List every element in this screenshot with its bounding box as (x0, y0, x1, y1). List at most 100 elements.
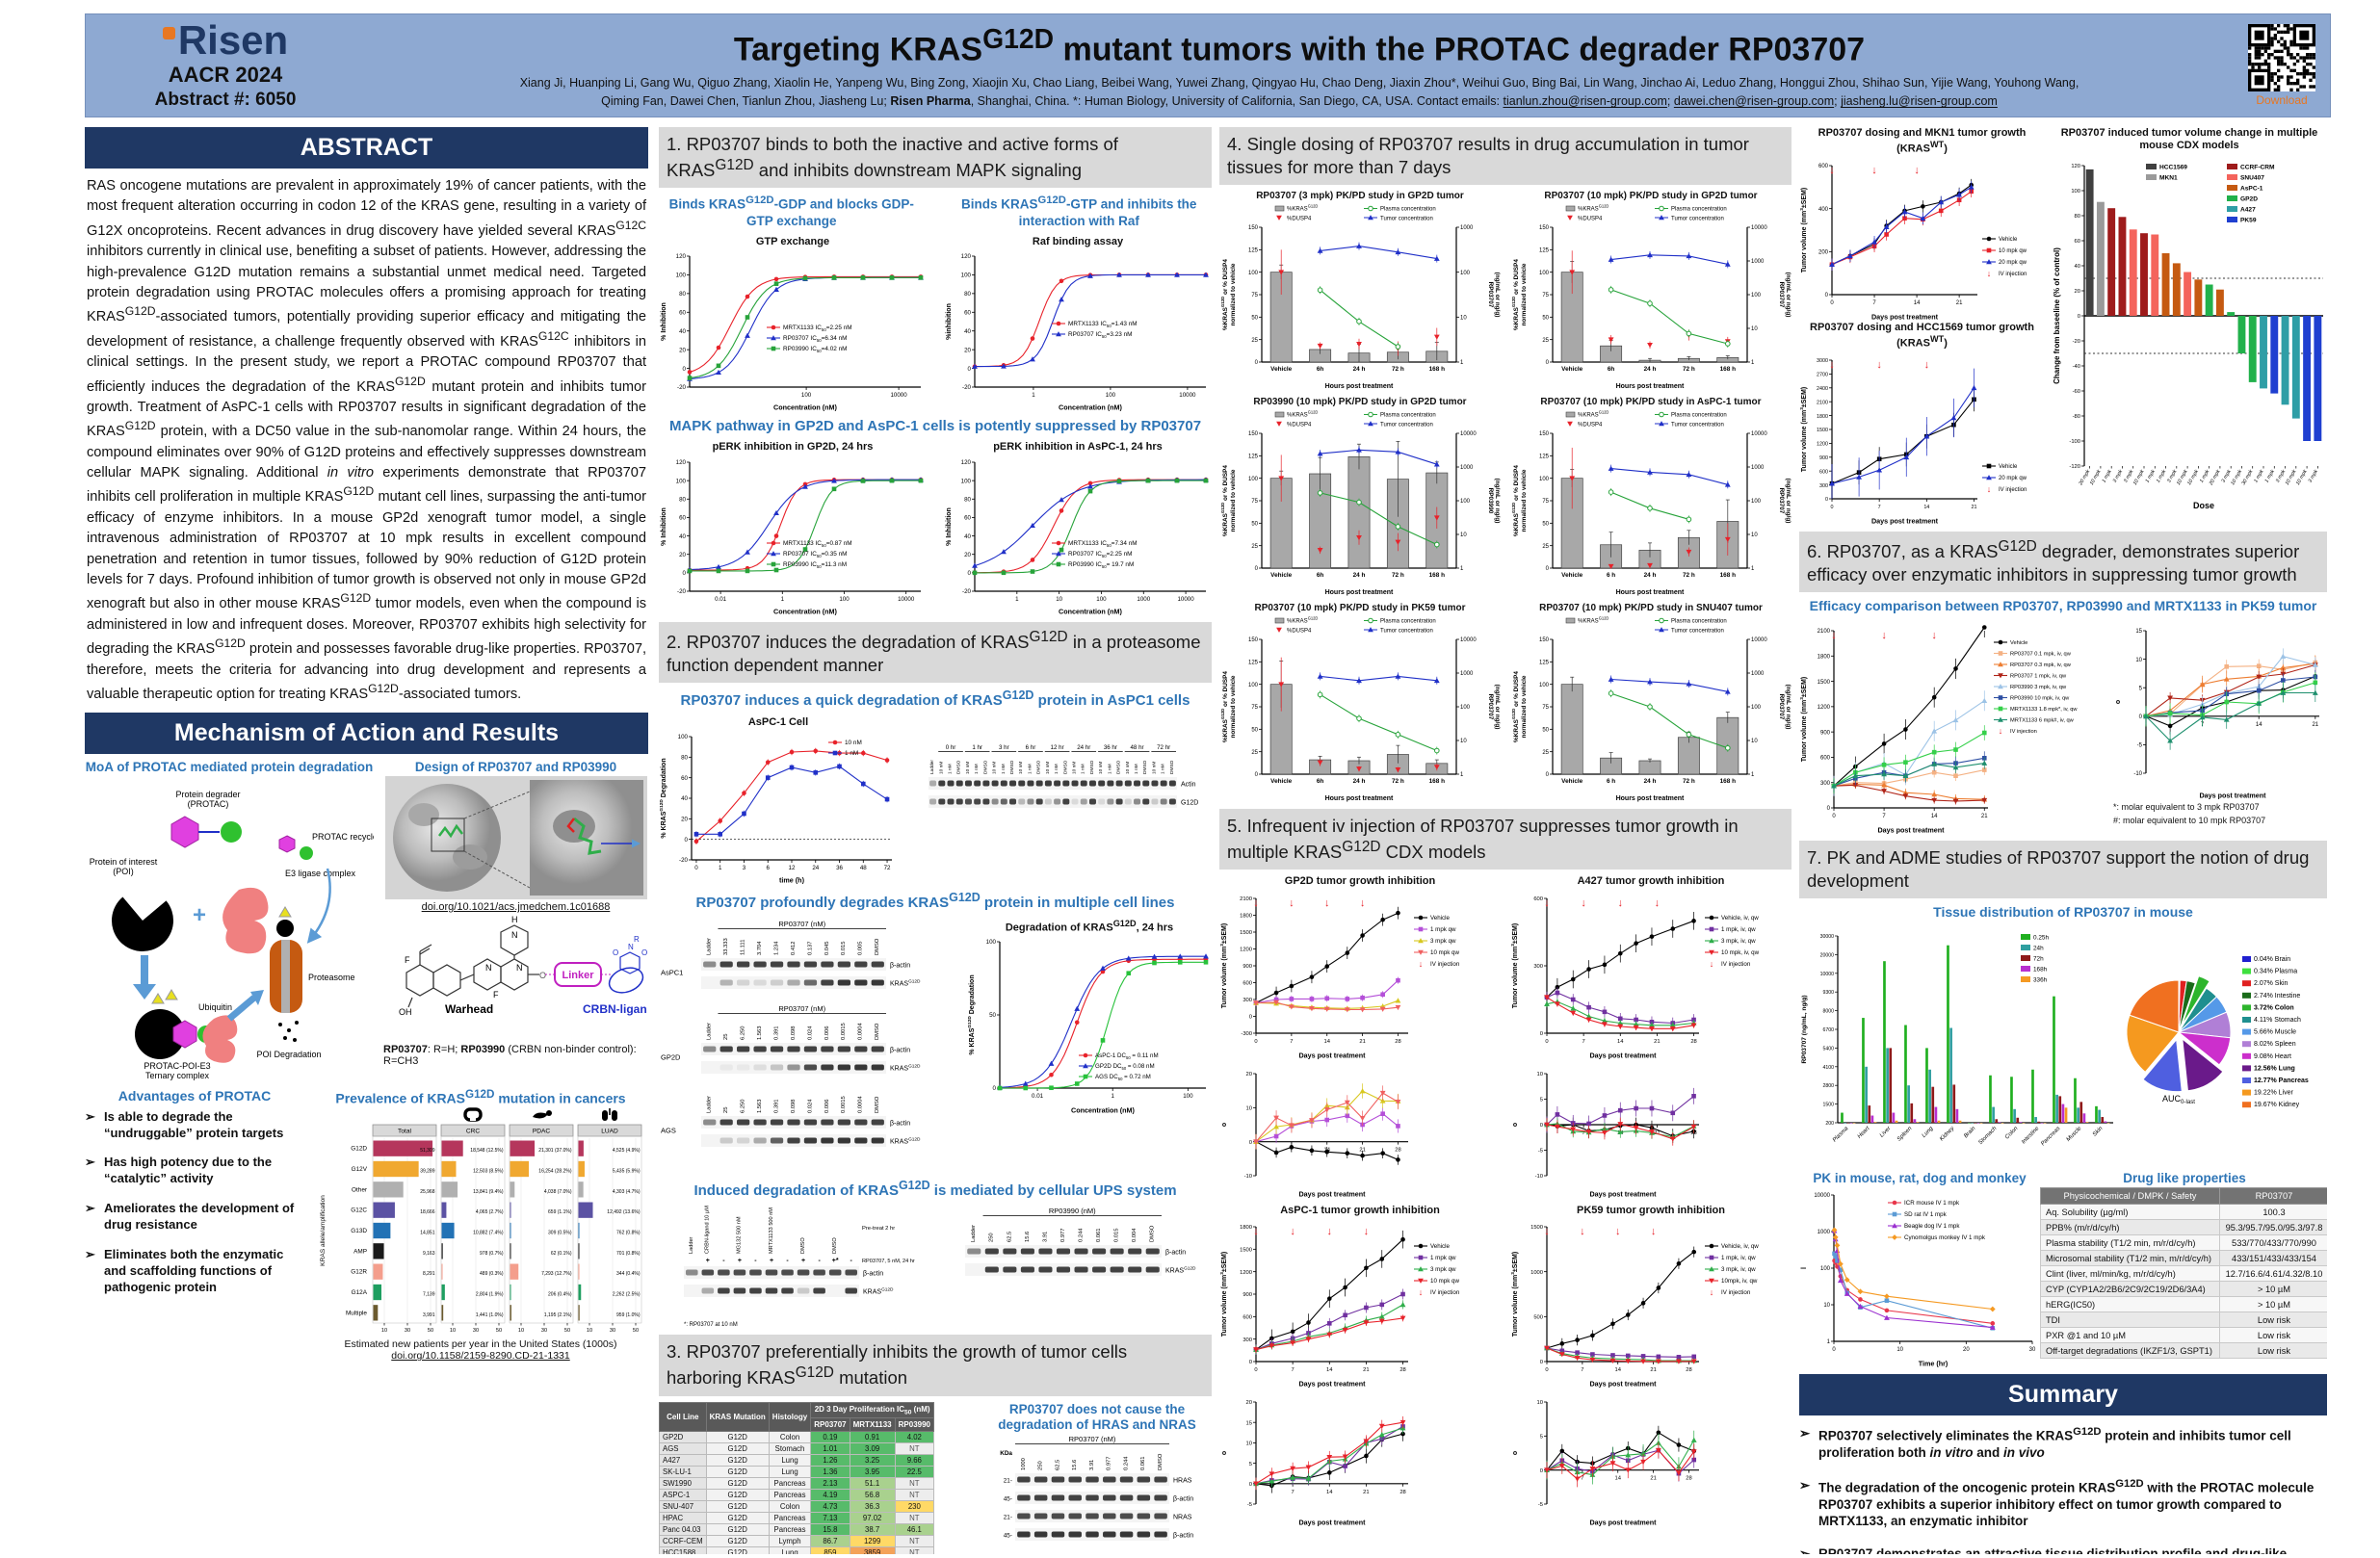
svg-text:14: 14 (1617, 1039, 1624, 1045)
svg-text:15.6: 15.6 (1025, 1232, 1031, 1242)
svg-text:20: 20 (681, 816, 688, 822)
svg-text:8.02% Spleen: 8.02% Spleen (2254, 1042, 2296, 1049)
svg-text:0.0015: 0.0015 (841, 1023, 847, 1040)
svg-text:50: 50 (1542, 728, 1549, 734)
svg-text:KRAS allele/amplification: KRAS allele/amplification (320, 1195, 327, 1266)
svg-text:100: 100 (801, 392, 812, 399)
svg-text:60: 60 (2075, 240, 2080, 246)
svg-text:30: 30 (405, 1328, 410, 1334)
svg-text:1000: 1000 (1460, 225, 1474, 231)
svg-text:15: 15 (1246, 1420, 1252, 1426)
advantage-item: Ameliorates the development of drug resi… (85, 1201, 304, 1233)
svg-text:-20: -20 (677, 588, 687, 595)
svg-text:100: 100 (961, 272, 972, 278)
logo-text: Risen (177, 17, 289, 63)
summary-item: RP03707 demonstrates an attractive tissu… (1799, 1545, 2327, 1554)
svg-text:ICR mouse IV 1 mpk: ICR mouse IV 1 mpk (1904, 1200, 1960, 1207)
design-doi-link[interactable]: doi.org/10.1021/acs.jmedchem.1c01688 (421, 901, 611, 914)
svg-text:4100: 4100 (1822, 1065, 1834, 1071)
svg-text:-20: -20 (962, 588, 972, 595)
svg-text:G12V: G12V (352, 1166, 368, 1173)
svg-text:KRASG12D: KRASG12D (1165, 1266, 1196, 1275)
svg-text:Concentration (nM): Concentration (nM) (773, 607, 837, 615)
svg-text:28: 28 (1395, 1039, 1400, 1045)
svg-text:Tumor concentration: Tumor concentration (1671, 423, 1724, 428)
svg-text:Ternary complex: Ternary complex (145, 1071, 210, 1080)
svg-text:0: 0 (1545, 1367, 1548, 1373)
svg-text:IV injection: IV injection (1999, 487, 2027, 493)
svg-text:Multiple: Multiple (346, 1311, 367, 1317)
svg-text:Plasma concentration: Plasma concentration (1380, 413, 1436, 419)
svg-text:MRTX1133 IC50=0.87 nM: MRTX1133 IC50=0.87 nM (783, 540, 852, 548)
svg-text:Brain: Brain (1963, 1126, 1977, 1140)
svg-text:MG132 500 nM: MG132 500 nM (737, 1216, 743, 1254)
svg-text:300: 300 (1242, 1337, 1252, 1343)
svg-text:O: O (539, 971, 546, 980)
svg-text:-: - (786, 1258, 789, 1264)
svg-text:Tumor concentration: Tumor concentration (1380, 217, 1433, 222)
svg-text:Tumor volume (mm3±SEM): Tumor volume (mm3±SEM) (1799, 188, 1808, 273)
svg-text:9,163: 9,163 (423, 1251, 435, 1257)
svg-text:(ng/mL or ng/g): (ng/mL or ng/g) (1494, 273, 1501, 318)
svg-text:RP03990: RP03990 (1487, 488, 1494, 514)
svg-text:normalized to vehicle: normalized to vehicle (1230, 263, 1237, 325)
svg-text:168 h: 168 h (1720, 572, 1736, 579)
svg-text:+: + (801, 1258, 805, 1264)
svg-text:80: 80 (679, 291, 686, 298)
svg-text:1500: 1500 (1822, 1103, 1834, 1108)
prevalence-doi-link[interactable]: doi.org/10.1158/2159-8290.CD-21-1331 (391, 1350, 570, 1363)
svg-text:3 mpk qw: 3 mpk qw (1430, 938, 1456, 945)
cdx-title-2: mouse CDX models (2139, 140, 2239, 152)
svg-text:5400: 5400 (1822, 1047, 1834, 1052)
svg-text:344 (0.4%): 344 (0.4%) (616, 1271, 641, 1277)
svg-text:Plasma concentration: Plasma concentration (1380, 619, 1436, 625)
svg-text:10: 10 (1537, 1400, 1543, 1406)
svg-text:21: 21 (1359, 1147, 1365, 1153)
section3-title: 3. RP03707 preferentially inhibits the g… (659, 1335, 1212, 1396)
svg-text:6h: 6h (1317, 778, 1324, 785)
svg-text:RP03707 (nM): RP03707 (nM) (778, 920, 825, 928)
mkn1-title-2: (KRASWT) (1896, 140, 1948, 155)
svg-text:1: 1 (1751, 566, 1755, 572)
svg-text:10 mpk: 10 mpk (2132, 469, 2146, 486)
svg-text:Kidney: Kidney (1939, 1126, 1956, 1143)
svg-text:10 nM: 10 nM (1125, 762, 1131, 774)
column-sections-1-3: 1. RP03707 binds to both the inactive an… (659, 127, 1212, 1554)
svg-text:N: N (516, 963, 523, 973)
svg-text:OH: OH (399, 1007, 412, 1017)
s7-props-subhead: Drug like properties (2123, 1171, 2246, 1186)
svg-text:Concentration (nM): Concentration (nM) (773, 402, 837, 411)
svg-text:Concentration (nM): Concentration (nM) (1059, 402, 1122, 411)
design-panel: Design of RP03707 and RP03990 (383, 760, 648, 1067)
svg-text:45-: 45- (1004, 1496, 1012, 1503)
svg-text:24h: 24h (2033, 946, 2044, 952)
svg-text:10000: 10000 (1460, 431, 1477, 437)
svg-text:120: 120 (676, 459, 687, 466)
svg-text:Vehicle: Vehicle (1999, 237, 2018, 243)
svg-text:0: 0 (1254, 1367, 1257, 1373)
svg-text:0.977: 0.977 (1060, 1229, 1066, 1243)
pk-species-panel: PK in mouse, rat, dog and monkey 1 10 100 1… (1799, 1171, 2040, 1368)
svg-text:50: 50 (564, 1328, 570, 1334)
svg-text:RP03707: RP03707 (1778, 488, 1785, 514)
svg-text:1: 1 (781, 596, 785, 603)
svg-text:600: 600 (1818, 164, 1829, 169)
download-link[interactable]: Download (2256, 93, 2308, 107)
svg-text:↓: ↓ (1876, 359, 1882, 371)
svg-text:6: 6 (767, 865, 771, 871)
svg-text:0: 0 (1546, 772, 1550, 778)
svg-text:%KRASG12D or % DUSP4: %KRASG12D or % DUSP4 (1511, 465, 1520, 536)
svg-text:0: 0 (683, 570, 687, 577)
svg-text:+: + (193, 902, 206, 928)
svg-text:-: - (850, 1258, 853, 1264)
svg-text:Plasma concentration: Plasma concentration (1380, 207, 1436, 213)
svg-text:48 hr: 48 hr (1130, 744, 1143, 751)
pkpd-pk59-chart: RP03707 (10 mpk) PK/PD study in PK59 tum… (1220, 603, 1501, 803)
svg-text:0: 0 (968, 570, 972, 577)
svg-text:0.244: 0.244 (1123, 1456, 1129, 1470)
svg-text:21: 21 (1971, 505, 1976, 510)
s2-timecourse-row: AsPC-1 Cell -20 0 20 40 60 80 100 0 1 3 6 12 24 36 48 7… (659, 716, 1212, 885)
svg-text:o: o (1512, 1122, 1519, 1126)
svg-text:↓: ↓ (1324, 897, 1330, 909)
svg-text:6h: 6h (1317, 366, 1324, 373)
